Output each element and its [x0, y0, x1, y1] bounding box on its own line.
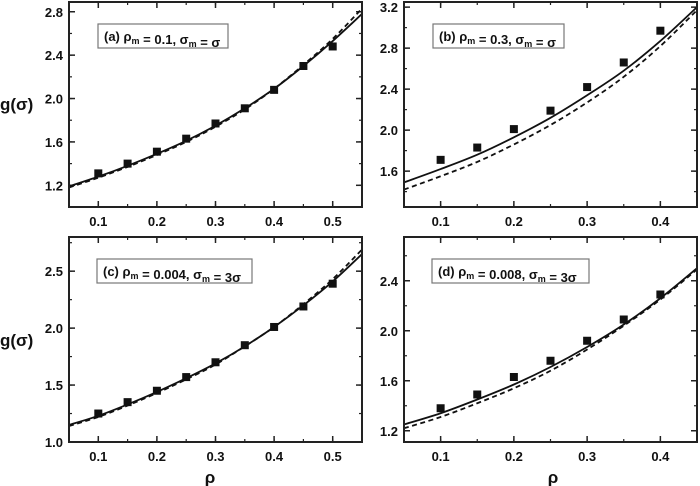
y-tick-label: 1.2	[380, 424, 398, 439]
plot-frame	[68, 236, 363, 443]
data-point-marker	[211, 119, 220, 128]
data-point-marker	[583, 336, 592, 345]
data-point-marker	[656, 290, 665, 299]
x-tick-label: 0.2	[505, 214, 523, 229]
solid-curve	[69, 13, 362, 188]
panel-d: 0.1 0.2 0.3 0.4 1.2 1.6 2.0 2.4 (d) ρm = 0.008, …	[380, 236, 698, 464]
solid-curve	[69, 253, 362, 426]
data-point-marker	[436, 155, 445, 164]
y-tick-label: 1.0	[45, 435, 63, 450]
panel-a: 0.1 0.2 0.3 0.4 0.5 1.2 1.6 2.0 2.4 2.8 (a) ρm = 0…	[45, 1, 363, 229]
x-tick-label: 0.3	[206, 449, 224, 464]
data-point-marker	[328, 279, 337, 288]
x-tick-label: 0.2	[505, 449, 523, 464]
x-tick-label: 0.2	[148, 214, 166, 229]
data-point-marker	[546, 106, 555, 115]
data-point-marker	[94, 169, 103, 178]
y-tick-label: 2.0	[380, 123, 398, 138]
data-point-marker	[473, 143, 482, 152]
data-point-marker	[436, 404, 445, 413]
panel-c: 0.1 0.2 0.3 0.4 0.5 1.0 1.5 2.0 2.5 (c) ρm = 0.00…	[45, 236, 363, 464]
x-tick-label: 0.4	[651, 214, 670, 229]
y-tick-label: 1.5	[45, 378, 63, 393]
y-tick-label: 2.0	[380, 324, 398, 339]
data-point-marker	[94, 409, 103, 418]
x-tick-label: 0.4	[265, 214, 284, 229]
plot-frame	[403, 236, 698, 443]
x-tick-label: 0.3	[206, 214, 224, 229]
data-point-marker	[182, 373, 191, 382]
x-tick-label: 0.4	[265, 449, 284, 464]
solid-curve	[404, 267, 697, 426]
data-point-marker	[619, 315, 628, 324]
data-point-marker	[583, 83, 592, 92]
plot-frame	[403, 1, 698, 208]
data-point-marker	[473, 390, 482, 399]
data-point-marker	[546, 356, 555, 365]
solid-curve	[404, 6, 697, 184]
data-point-marker	[509, 373, 518, 381]
y-axis-title-top: g(σ)	[0, 95, 33, 114]
panel-label: (b) ρm = 0.3, σm = σ	[439, 29, 556, 50]
x-tick-label: 0.4	[651, 449, 670, 464]
y-tick-label: 2.4	[380, 274, 399, 289]
x-tick-label: 0.1	[432, 449, 450, 464]
dashed-curve	[404, 268, 697, 430]
y-tick-label: 2.0	[45, 92, 63, 107]
data-point-marker	[240, 341, 249, 350]
x-axis-title-right: ρ	[548, 468, 559, 486]
dashed-curve	[69, 7, 362, 189]
data-point-marker	[123, 398, 132, 407]
x-axis-title-left: ρ	[205, 468, 216, 486]
panel-label-box	[96, 258, 253, 284]
panel-label-box	[432, 23, 565, 49]
data-point-marker	[211, 358, 220, 367]
y-tick-label: 1.6	[380, 164, 398, 179]
data-point-marker	[328, 42, 337, 51]
panels: 0.1 0.2 0.3 0.4 0.5 1.2 1.6 2.0 2.4 2.8 (a) ρm = 0…	[45, 0, 698, 464]
y-tick-label: 1.6	[45, 135, 63, 150]
data-point-marker	[656, 26, 665, 35]
y-axis-title-bottom: g(σ)	[0, 331, 33, 350]
data-point-marker	[619, 58, 628, 67]
y-tick-label: 2.4	[45, 48, 64, 63]
data-point-marker	[123, 159, 132, 168]
data-point-marker	[182, 134, 191, 143]
x-tick-label: 0.3	[578, 214, 596, 229]
panel-b: 0.1 0.2 0.3 0.4 1.6 2.0 2.4 2.8 3.2 (b) ρm = 0.3,…	[380, 0, 698, 229]
panel-label: (c) ρm = 0.004, σm = 3σ	[103, 264, 241, 285]
data-point-marker	[152, 147, 161, 156]
dashed-curve	[404, 9, 697, 191]
panel-label: (a) ρm = 0.1, σm = σ	[104, 29, 220, 50]
y-tick-label: 2.8	[45, 5, 63, 20]
x-tick-label: 0.2	[148, 449, 166, 464]
panel-label-box	[431, 258, 590, 284]
x-tick-label: 0.1	[432, 214, 450, 229]
x-tick-label: 0.3	[578, 449, 596, 464]
x-tick-label: 0.1	[89, 214, 107, 229]
y-tick-label: 2.8	[380, 41, 398, 56]
x-tick-label: 0.1	[89, 449, 107, 464]
y-tick-label: 2.5	[45, 264, 63, 279]
y-tick-label: 1.2	[45, 178, 63, 193]
plot-frame	[68, 1, 363, 208]
y-tick-label: 2.4	[380, 82, 399, 97]
x-tick-label: 0.5	[324, 214, 342, 229]
y-tick-label: 2.0	[45, 321, 63, 336]
panel-label-box	[97, 23, 229, 49]
data-point-marker	[509, 125, 518, 134]
panel-label: (d) ρm = 0.008, σm = 3σ	[438, 264, 577, 285]
x-tick-label: 0.5	[324, 449, 342, 464]
y-tick-label: 3.2	[380, 0, 398, 15]
data-point-marker	[152, 386, 161, 395]
y-tick-label: 1.6	[380, 374, 398, 389]
dashed-curve	[69, 248, 362, 427]
